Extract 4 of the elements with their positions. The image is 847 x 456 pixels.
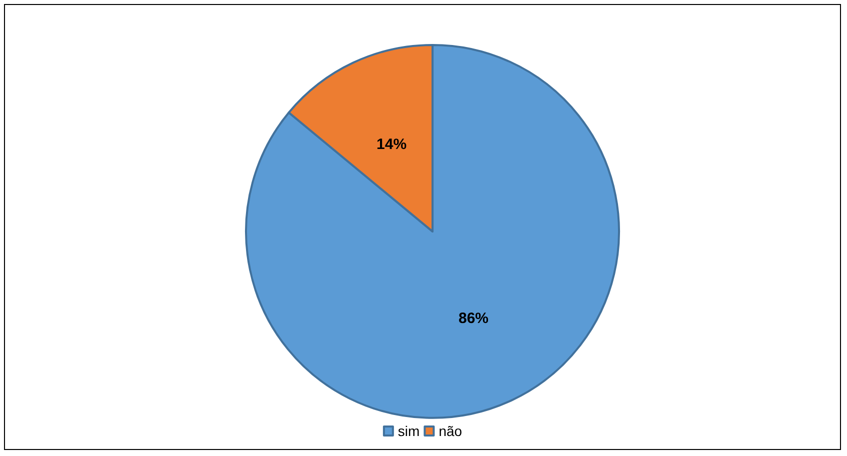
- data-label: 86%: [458, 310, 489, 328]
- legend-label: não: [438, 423, 462, 439]
- data-label: 14%: [376, 136, 407, 153]
- legend-label: sim: [398, 423, 420, 439]
